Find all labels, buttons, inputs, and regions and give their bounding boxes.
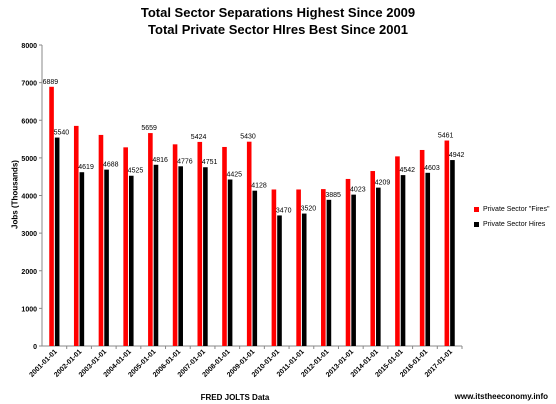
bar-hires xyxy=(301,213,307,346)
bar-fires xyxy=(172,144,178,346)
data-label-hires: 3885 xyxy=(325,192,341,199)
y-tick-label: 0 xyxy=(33,344,37,351)
y-tick-label: 6000 xyxy=(21,118,37,125)
data-label-hires: 5540 xyxy=(54,130,70,137)
data-label-hires: 4542 xyxy=(399,167,415,174)
chart-subtitle: Total Private Sector HIres Best Since 20… xyxy=(148,22,408,37)
bar-hires xyxy=(425,172,431,346)
data-label-hires: 4751 xyxy=(202,159,218,166)
bar-hires xyxy=(277,215,282,346)
bar-hires xyxy=(153,164,159,346)
bar-fires xyxy=(444,140,450,346)
bar-fires xyxy=(419,149,425,346)
bar-fires xyxy=(296,189,301,346)
data-label-hires: 4128 xyxy=(251,183,267,190)
legend-label-hires: Private Sector Hires xyxy=(483,221,546,228)
legend-swatch-fires xyxy=(474,207,479,212)
legend-label-fires: Private Sector "Fires" xyxy=(483,206,550,213)
bar-fires xyxy=(370,171,376,346)
data-label-fires: 5659 xyxy=(141,125,157,132)
bar-hires xyxy=(376,187,381,346)
source-credit: www.itstheeconomy.info xyxy=(454,392,548,401)
bar-hires xyxy=(203,167,208,346)
y-tick-label: 2000 xyxy=(21,269,37,276)
bar-hires xyxy=(104,169,109,346)
bar-hires xyxy=(227,179,233,346)
bar-hires xyxy=(252,190,258,346)
bar-fires xyxy=(246,141,252,346)
y-tick-label: 8000 xyxy=(21,43,37,50)
bar-fires xyxy=(73,125,79,346)
bar-hires xyxy=(79,172,85,346)
data-label-hires: 4209 xyxy=(375,180,391,187)
data-label-hires: 4816 xyxy=(152,157,168,164)
data-label-hires: 4425 xyxy=(227,172,243,179)
legend-item-hires: Private Sector Hires xyxy=(474,221,549,228)
bar-fires xyxy=(98,134,104,346)
data-label-hires: 4525 xyxy=(128,168,144,175)
data-label-hires: 4776 xyxy=(177,158,193,165)
bar-fires xyxy=(321,189,326,346)
data-label-hires: 4688 xyxy=(103,162,119,169)
data-label-hires: 4942 xyxy=(449,152,465,159)
bar-fires xyxy=(345,178,351,346)
bar-hires xyxy=(450,160,455,346)
bar-fires xyxy=(271,189,277,346)
y-tick-label: 5000 xyxy=(21,156,37,163)
legend-item-fires: Private Sector "Fires" xyxy=(474,206,549,213)
bar-fires xyxy=(49,86,54,346)
bar-fires xyxy=(197,141,203,346)
data-label-hires: 4023 xyxy=(350,187,366,194)
bar-hires xyxy=(178,166,183,346)
data-label-fires: 5430 xyxy=(240,134,256,141)
bar-hires xyxy=(400,175,406,346)
data-label-fires: 6889 xyxy=(43,79,59,86)
data-label-fires: 5461 xyxy=(438,133,454,140)
data-label-hires: 3470 xyxy=(276,207,292,214)
bar-fires xyxy=(123,147,128,346)
y-tick-label: 1000 xyxy=(21,306,37,313)
bar-fires xyxy=(395,156,400,346)
chart-title: Total Sector Separations Highest Since 2… xyxy=(140,5,416,20)
bar-hires xyxy=(326,199,332,346)
x-axis-label: FRED JOLTS Data xyxy=(200,393,270,402)
bar-hires xyxy=(54,137,60,346)
bar-hires xyxy=(351,194,356,346)
data-label-hires: 3520 xyxy=(301,206,317,213)
legend-swatch-hires xyxy=(474,222,479,227)
data-label-fires: 5424 xyxy=(191,134,207,141)
chart-title-block: Total Sector Separations Highest Since 2… xyxy=(0,4,556,38)
bar-fires xyxy=(222,146,227,346)
y-tick-label: 4000 xyxy=(21,194,37,201)
bar-hires xyxy=(128,175,134,346)
data-label-hires: 4603 xyxy=(424,165,440,172)
y-tick-label: 3000 xyxy=(21,231,37,238)
bar-fires xyxy=(148,133,153,346)
y-tick-label: 7000 xyxy=(21,81,37,88)
chart-legend: Private Sector "Fires" Private Sector Hi… xyxy=(474,206,549,236)
data-label-hires: 4619 xyxy=(78,164,94,171)
